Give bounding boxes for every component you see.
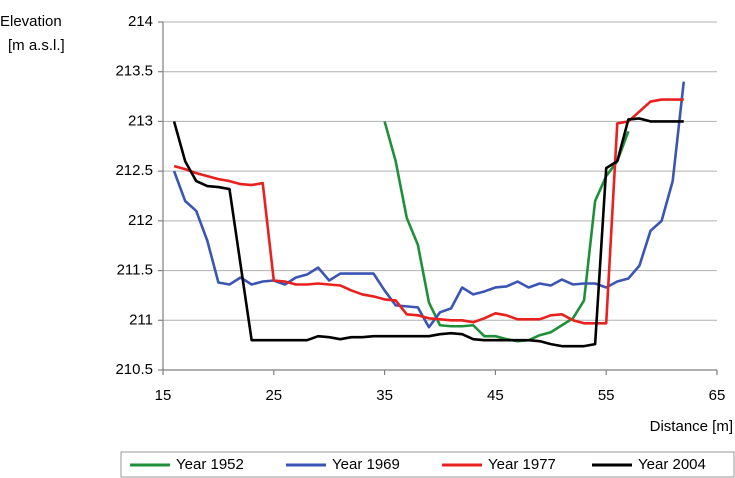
y-tick-label: 214 — [128, 13, 153, 30]
x-axis-label: Distance [m] — [650, 418, 733, 435]
legend-label: Year 1952 — [176, 456, 244, 473]
legend-box — [120, 451, 735, 478]
y-tick-label: 213.5 — [115, 63, 153, 80]
legend-label: Year 1977 — [488, 456, 556, 473]
series-line — [173, 98, 684, 325]
series-line — [383, 121, 630, 343]
x-tick-label: 25 — [265, 387, 282, 404]
legend-label: Year 1969 — [332, 456, 400, 473]
y-tick-label: 210.5 — [115, 361, 153, 378]
y-tick-label: 213 — [128, 112, 153, 129]
x-tick-label: 35 — [376, 387, 393, 404]
x-tick-label: 55 — [598, 387, 615, 404]
x-tick-label: 65 — [709, 387, 726, 404]
legend-label: Year 2004 — [638, 456, 706, 473]
y-tick-label: 211.5 — [117, 262, 153, 279]
x-tick-label: 45 — [487, 387, 504, 404]
x-tick-label: 15 — [155, 387, 172, 404]
y-axis-label: Elevation — [0, 13, 62, 30]
y-axis-label: [m a.s.l.] — [8, 37, 65, 54]
y-tick-label: 212 — [128, 212, 153, 229]
series-line — [172, 117, 684, 348]
y-tick-label: 212.5 — [115, 162, 153, 179]
y-tick-label: 211 — [129, 311, 153, 328]
